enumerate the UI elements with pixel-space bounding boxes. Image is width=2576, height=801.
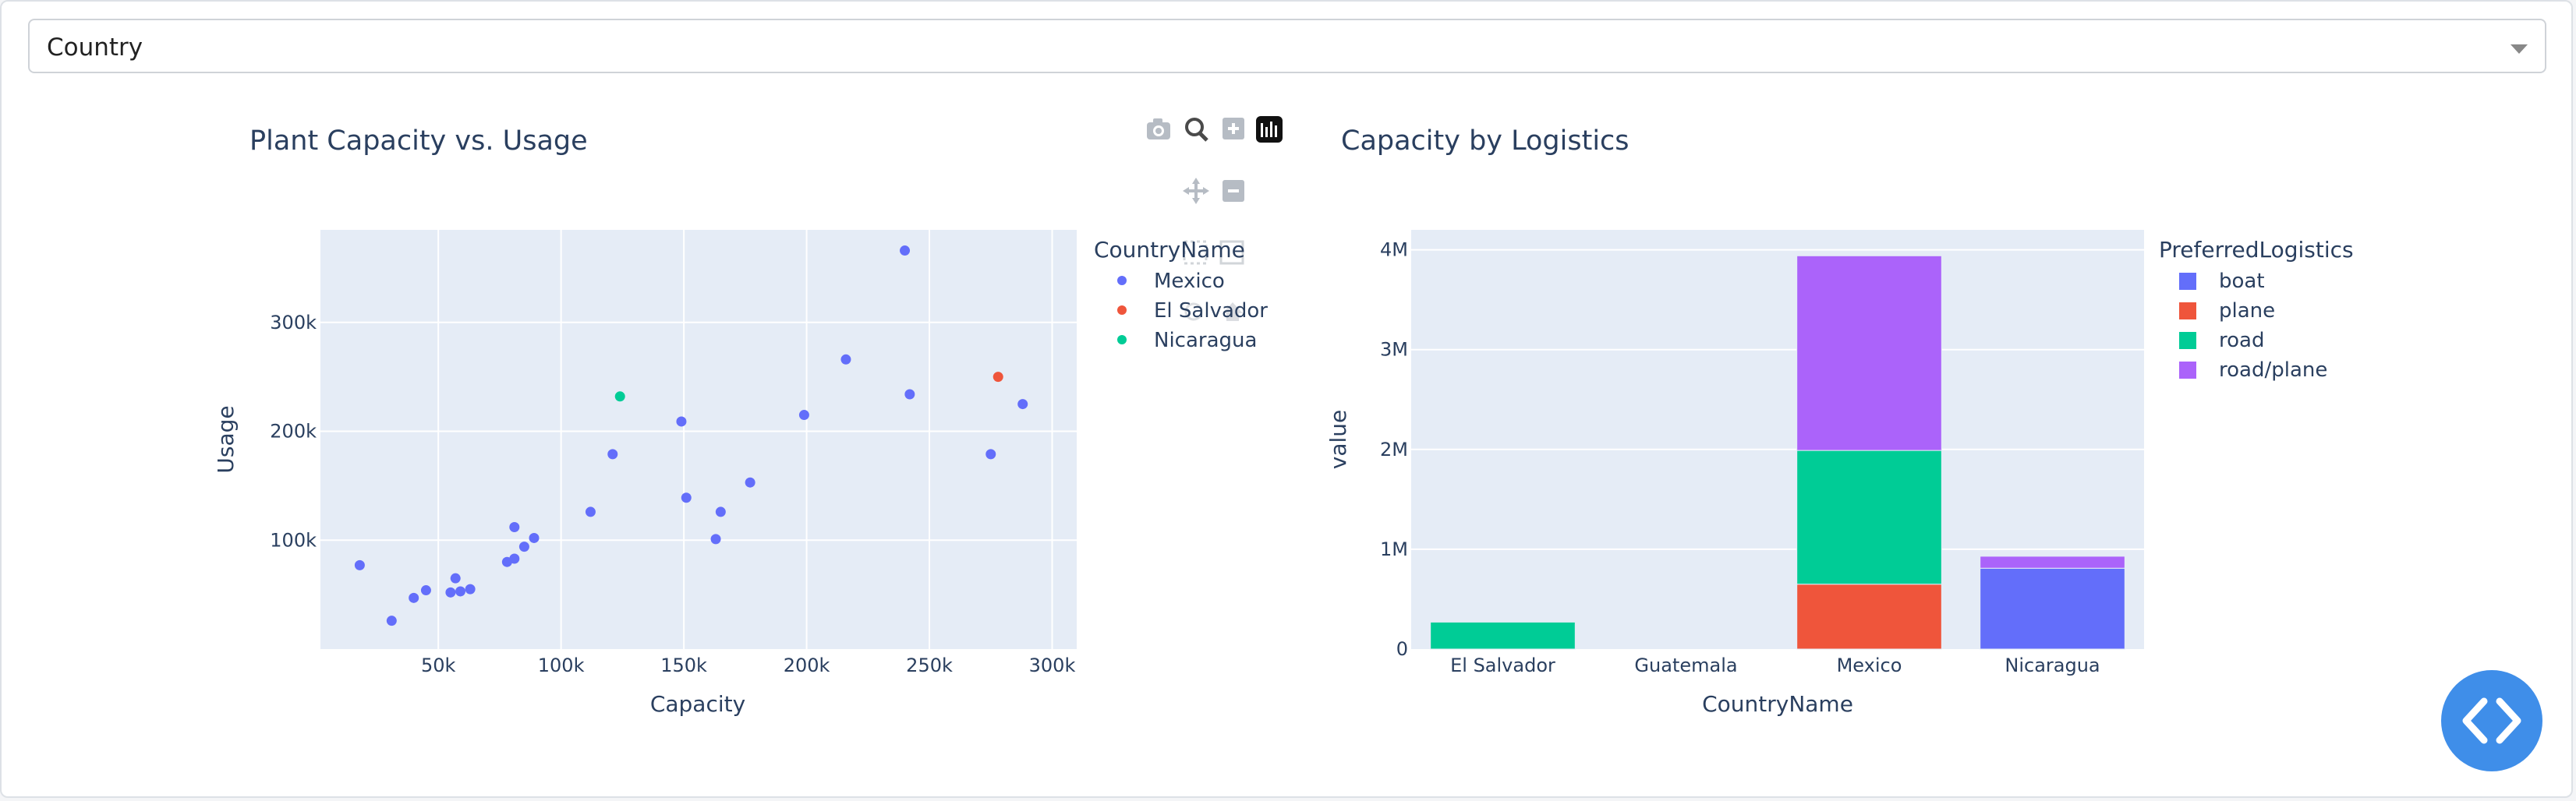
y-tick-label: 100k — [270, 529, 317, 551]
chevron-down-icon[interactable] — [2511, 44, 2528, 54]
scatter-point[interactable] — [993, 372, 1003, 383]
dropdown-selected-value: Country — [47, 34, 143, 62]
x-tick-label: 150k — [660, 655, 707, 676]
x-tick-label: 100k — [538, 655, 585, 676]
legend-item-label: Mexico — [1154, 270, 1225, 293]
x-tick-label: 250k — [906, 655, 953, 676]
x-tick-label: 50k — [421, 655, 456, 676]
scatter-point[interactable] — [710, 534, 721, 545]
autoscale-icon[interactable] — [1183, 240, 1208, 265]
scatter-point[interactable] — [985, 449, 996, 460]
legend-item-el-salvador[interactable]: El Salvador — [1117, 299, 1268, 323]
scatter-legend: CountryName Mexico El Salvador Nicaragua — [1094, 237, 1268, 352]
scatter-point[interactable] — [904, 389, 915, 400]
country-dropdown[interactable]: Country — [28, 19, 2546, 73]
scatter-y-axis-title: Usage — [213, 405, 239, 473]
scatter-point[interactable] — [354, 559, 365, 570]
scatter-point[interactable] — [840, 354, 851, 365]
scatter-point[interactable] — [798, 410, 809, 421]
scatter-point[interactable] — [614, 391, 625, 402]
home-icon[interactable] — [1223, 302, 1243, 321]
zoom-in-icon[interactable] — [1223, 118, 1244, 139]
scatter-gridlines — [320, 230, 1077, 649]
x-tick-label: 300k — [1029, 655, 1076, 676]
scatter-point[interactable] — [676, 416, 687, 427]
scatter-point[interactable] — [715, 506, 726, 517]
legend-item-label: Nicaragua — [1154, 329, 1257, 352]
scatter-point[interactable] — [585, 506, 596, 517]
scatter-point[interactable] — [1017, 399, 1028, 410]
scatter-point[interactable] — [409, 592, 419, 603]
y-tick-label: 300k — [270, 312, 317, 333]
scatter-point[interactable] — [509, 521, 520, 532]
scatter-legend-title: CountryName — [1094, 237, 1245, 263]
scatter-points — [354, 245, 1028, 626]
scatter-y-ticks: 100k 200k 300k — [270, 312, 317, 551]
scatter-modebar — [1147, 116, 1283, 321]
zoom-icon[interactable] — [1185, 118, 1208, 142]
scatter-point[interactable] — [465, 584, 476, 595]
scatter-point[interactable] — [745, 477, 755, 488]
y-tick-label: 200k — [270, 421, 317, 443]
plotly-logo-icon[interactable] — [1256, 116, 1283, 143]
code-toggle-button[interactable] — [2441, 670, 2542, 771]
scatter-x-axis-title: Capacity — [650, 691, 745, 717]
scatter-chart-title: Plant Capacity vs. Usage — [249, 125, 588, 157]
scatter-point[interactable] — [386, 616, 397, 626]
scatter-point[interactable] — [900, 245, 911, 256]
scatter-chart: Plant Capacity vs. Usage — [213, 116, 1283, 717]
scatter-point[interactable] — [455, 586, 466, 597]
scatter-plot-area[interactable] — [320, 230, 1077, 649]
scatter-point[interactable] — [450, 573, 461, 584]
code-brackets-icon — [2462, 697, 2521, 744]
scatter-point[interactable] — [607, 449, 618, 460]
reset-axes-icon[interactable] — [1219, 240, 1244, 265]
lasso-icon[interactable] — [1184, 302, 1203, 321]
legend-item-nicaragua[interactable]: Nicaragua — [1117, 329, 1257, 352]
scatter-x-ticks: 50k 100k 150k 200k 250k 300k — [421, 655, 1076, 676]
scatter-point[interactable] — [509, 553, 520, 564]
zoom-out-icon[interactable] — [1223, 180, 1244, 202]
scatter-point[interactable] — [518, 542, 529, 552]
legend-item-mexico[interactable]: Mexico — [1117, 270, 1225, 293]
scatter-point[interactable] — [420, 585, 431, 596]
scatter-point[interactable] — [529, 532, 540, 543]
pan-icon[interactable] — [1183, 178, 1209, 204]
x-tick-label: 200k — [784, 655, 830, 676]
legend-item-label: El Salvador — [1154, 299, 1268, 323]
scatter-point[interactable] — [681, 492, 692, 503]
camera-icon[interactable] — [1147, 118, 1170, 139]
scatter-point[interactable] — [445, 587, 456, 598]
